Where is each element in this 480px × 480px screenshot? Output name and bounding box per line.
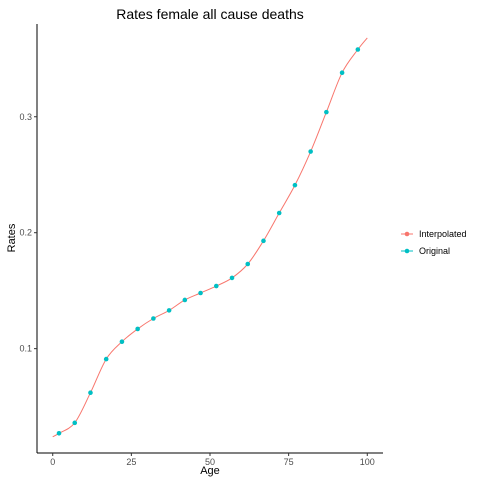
x-tick-label: 25 — [126, 457, 136, 467]
series-layer — [52, 37, 368, 438]
legend-label: Original — [419, 246, 450, 256]
data-point-original — [261, 238, 266, 244]
data-point-original — [292, 182, 298, 188]
data-point-original — [324, 109, 329, 115]
y-axis-title: Rates — [6, 223, 18, 252]
x-tick-label: 75 — [284, 457, 294, 467]
chart-title: Rates female all cause deaths — [116, 6, 304, 22]
data-point-original — [213, 283, 219, 289]
data-point-original — [198, 290, 203, 296]
x-tick-label: 50 — [205, 457, 215, 467]
x-tick-label: 100 — [360, 457, 375, 467]
legend-item-original: Original — [401, 246, 450, 256]
data-point-original — [103, 356, 109, 362]
data-point-original — [151, 316, 156, 321]
data-point-original — [276, 210, 282, 216]
data-point-original — [56, 430, 62, 436]
legend: Interpolated Original — [401, 229, 467, 256]
data-point-original — [88, 390, 93, 396]
data-point-original — [182, 297, 188, 303]
data-point-original — [229, 275, 235, 281]
legend-key-point — [404, 248, 410, 254]
x-axis-ticks: 0 25 50 75 100 — [50, 453, 375, 467]
y-tick-label: 0.1 — [19, 344, 32, 354]
data-point-original — [72, 420, 78, 426]
y-tick-label: 0.2 — [19, 228, 32, 238]
data-point-original — [135, 326, 140, 332]
legend-label: Interpolated — [419, 229, 467, 239]
data-point-original — [245, 261, 251, 267]
x-axis-title: Age — [200, 465, 220, 477]
data-point-original — [119, 339, 125, 344]
data-point-original — [355, 47, 361, 52]
legend-item-interpolated: Interpolated — [401, 229, 467, 239]
data-point-original — [308, 149, 313, 154]
series-line-interpolated — [52, 37, 368, 438]
x-tick-label: 0 — [50, 457, 55, 467]
legend-key-point — [404, 231, 410, 237]
y-axis-ticks: 0.1 0.2 0.3 — [19, 112, 37, 354]
data-point-original — [339, 70, 345, 75]
y-tick-label: 0.3 — [19, 112, 32, 122]
data-point-original — [166, 308, 172, 313]
